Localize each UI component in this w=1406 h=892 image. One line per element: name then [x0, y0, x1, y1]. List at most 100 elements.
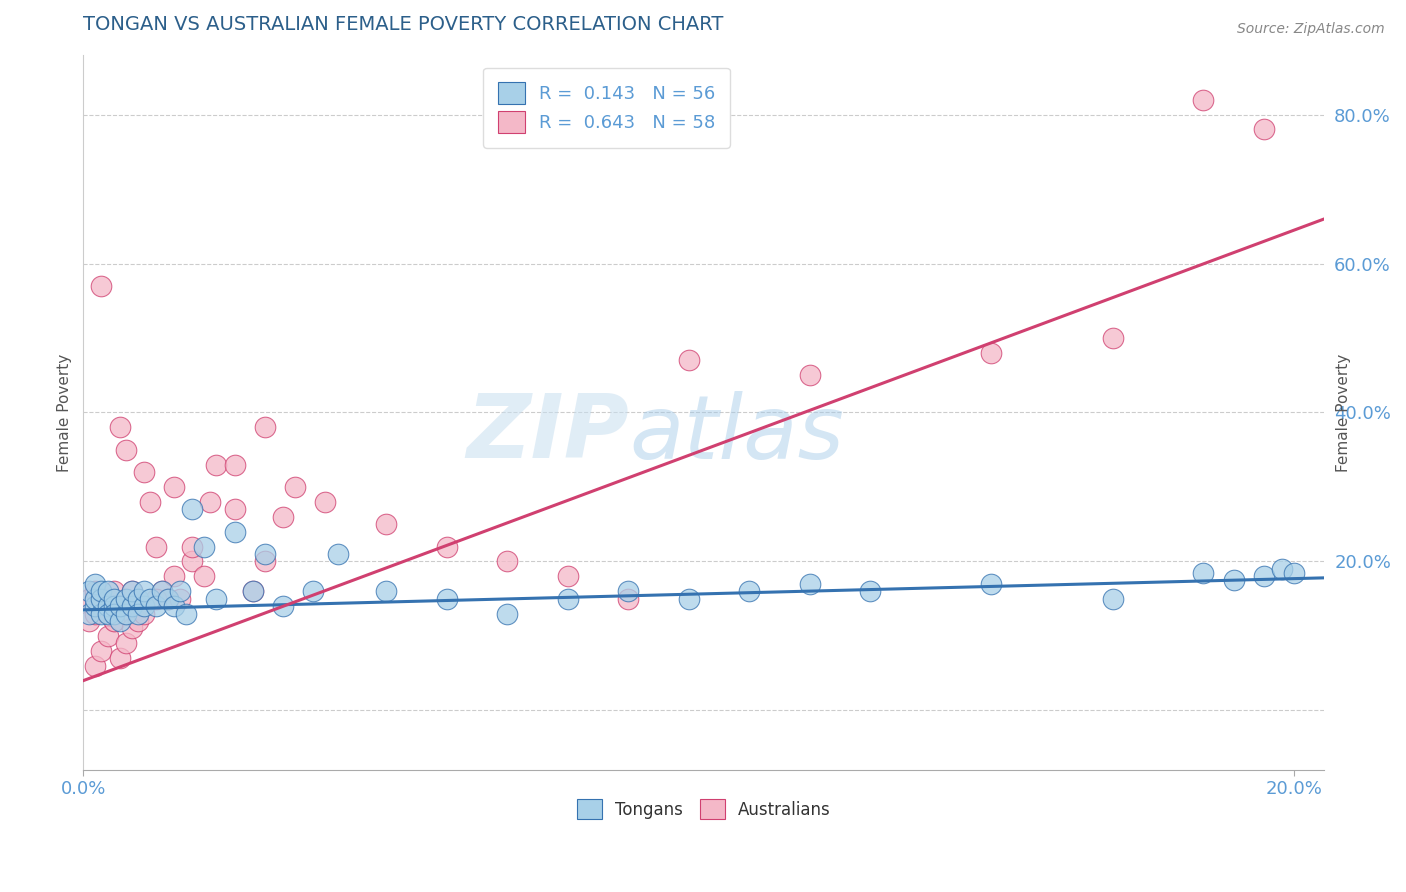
Y-axis label: Female Poverty: Female Poverty	[58, 353, 72, 472]
Point	[145, 599, 167, 614]
Point	[121, 584, 143, 599]
Point	[224, 502, 246, 516]
Point	[799, 368, 821, 383]
Point	[103, 614, 125, 628]
Point	[139, 591, 162, 606]
Point	[103, 584, 125, 599]
Point	[253, 554, 276, 568]
Point	[375, 584, 398, 599]
Point	[169, 584, 191, 599]
Point	[114, 591, 136, 606]
Point	[799, 576, 821, 591]
Point	[79, 607, 101, 621]
Text: Source: ZipAtlas.com: Source: ZipAtlas.com	[1237, 22, 1385, 37]
Point	[90, 607, 112, 621]
Point	[163, 599, 186, 614]
Point	[121, 622, 143, 636]
Point	[157, 591, 180, 606]
Point	[436, 540, 458, 554]
Point	[1192, 93, 1215, 107]
Point	[557, 591, 579, 606]
Text: ZIP: ZIP	[467, 391, 630, 477]
Point	[169, 591, 191, 606]
Point	[150, 584, 173, 599]
Point	[163, 569, 186, 583]
Point	[84, 599, 107, 614]
Point	[1282, 566, 1305, 580]
Point	[79, 591, 101, 606]
Point	[1253, 569, 1275, 583]
Point	[108, 599, 131, 614]
Point	[103, 599, 125, 614]
Point	[496, 607, 519, 621]
Point	[738, 584, 761, 599]
Point	[114, 607, 136, 621]
Point	[193, 569, 215, 583]
Point	[132, 607, 155, 621]
Point	[127, 614, 149, 628]
Point	[302, 584, 325, 599]
Y-axis label: Female Poverty: Female Poverty	[1336, 353, 1351, 472]
Point	[163, 480, 186, 494]
Point	[181, 554, 204, 568]
Point	[150, 584, 173, 599]
Point	[1101, 331, 1123, 345]
Point	[96, 607, 118, 621]
Point	[103, 591, 125, 606]
Point	[1271, 562, 1294, 576]
Point	[84, 576, 107, 591]
Point	[284, 480, 307, 494]
Point	[224, 458, 246, 472]
Point	[84, 584, 107, 599]
Point	[436, 591, 458, 606]
Text: atlas: atlas	[630, 391, 844, 477]
Point	[980, 576, 1002, 591]
Point	[496, 554, 519, 568]
Point	[139, 495, 162, 509]
Point	[1222, 573, 1244, 587]
Point	[127, 599, 149, 614]
Point	[205, 458, 228, 472]
Point	[84, 658, 107, 673]
Point	[859, 584, 882, 599]
Text: TONGAN VS AUSTRALIAN FEMALE POVERTY CORRELATION CHART: TONGAN VS AUSTRALIAN FEMALE POVERTY CORR…	[83, 15, 724, 34]
Point	[132, 465, 155, 479]
Point	[114, 636, 136, 650]
Point	[253, 547, 276, 561]
Point	[121, 607, 143, 621]
Point	[1192, 566, 1215, 580]
Point	[1253, 122, 1275, 136]
Point	[127, 607, 149, 621]
Point	[253, 420, 276, 434]
Point	[96, 584, 118, 599]
Point	[90, 278, 112, 293]
Point	[121, 584, 143, 599]
Point	[79, 584, 101, 599]
Point	[181, 502, 204, 516]
Point	[242, 584, 264, 599]
Point	[157, 591, 180, 606]
Point	[678, 353, 700, 368]
Point	[108, 651, 131, 665]
Point	[314, 495, 336, 509]
Point	[103, 614, 125, 628]
Point	[617, 591, 640, 606]
Point	[557, 569, 579, 583]
Point	[271, 599, 294, 614]
Point	[108, 420, 131, 434]
Point	[132, 599, 155, 614]
Point	[127, 591, 149, 606]
Point	[132, 584, 155, 599]
Point	[205, 591, 228, 606]
Point	[84, 591, 107, 606]
Point	[90, 591, 112, 606]
Point	[181, 540, 204, 554]
Point	[224, 524, 246, 539]
Point	[193, 540, 215, 554]
Point	[84, 607, 107, 621]
Point	[980, 346, 1002, 360]
Point	[96, 591, 118, 606]
Point	[103, 607, 125, 621]
Legend: Tongans, Australians: Tongans, Australians	[571, 792, 838, 826]
Point	[90, 644, 112, 658]
